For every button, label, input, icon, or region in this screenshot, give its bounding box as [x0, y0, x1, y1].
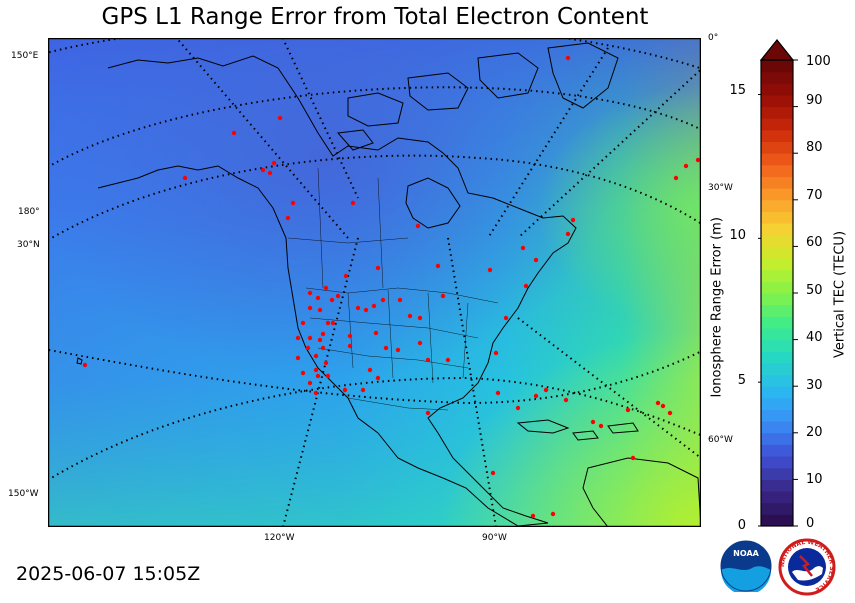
colorbar-band: [761, 409, 793, 422]
colorbar-band: [761, 118, 793, 131]
range-tick-15: 15: [729, 83, 746, 98]
label-180: 180°: [18, 207, 40, 217]
colorbar-band: [761, 269, 793, 282]
range-tick-5: 5: [737, 373, 746, 388]
colorbar-band: [761, 60, 793, 73]
colorbar-band: [761, 444, 793, 457]
colorbar-band: [761, 397, 793, 410]
colorbar-band: [761, 456, 793, 469]
noaa-logo: NOAA: [720, 540, 772, 592]
colorbar-band: [761, 432, 793, 445]
colorbar-band: [761, 386, 793, 399]
label-150e: 150°E: [11, 51, 39, 61]
tec-tick-30: 30: [806, 378, 823, 393]
range-axis-title: Ionosphere Range Error (m): [709, 217, 725, 398]
map-canvas: [47, 37, 702, 528]
colorbar-band: [761, 258, 793, 271]
svg-text:NOAA: NOAA: [733, 549, 759, 558]
admin-borders: [287, 167, 499, 411]
colorbar-band: [761, 421, 793, 434]
colorbar-band: [761, 514, 793, 527]
colorbar-band: [761, 153, 793, 166]
label-30n: 30°N: [17, 240, 40, 250]
label-90w: 90°W: [482, 533, 507, 543]
range-tick-10: 10: [729, 228, 746, 243]
colorbar-band: [761, 362, 793, 376]
colorbar-band: [761, 281, 793, 294]
colorbar-band: [761, 467, 793, 480]
tec-tick-100: 100: [806, 54, 831, 69]
label-120w: 120°W: [264, 533, 295, 543]
label-150w: 150°W: [8, 489, 39, 499]
colorbar-band: [761, 502, 793, 515]
colorbar-band: [761, 351, 793, 364]
coastlines: [76, 42, 701, 527]
nws-logo: NATIONAL WEATHER SERVICE: [778, 538, 836, 596]
colorbar-band: [761, 327, 793, 341]
colorbar-band: [761, 164, 793, 177]
colorbar-band: [761, 188, 793, 201]
tec-tick-90: 90: [806, 93, 823, 108]
range-tick-0: 0: [737, 518, 746, 533]
chart-title: GPS L1 Range Error from Total Electron C…: [101, 4, 649, 30]
tec-tick-50: 50: [806, 283, 823, 298]
colorbar-band: [761, 71, 793, 84]
colorbar-band: [761, 246, 793, 259]
colorbar-band: [761, 176, 793, 189]
graticule: [48, 38, 701, 527]
colorbar-band: [761, 293, 793, 306]
colorbar-band: [761, 479, 793, 492]
colorbar-band: [761, 199, 793, 212]
colorbar-band: [761, 106, 793, 119]
colorbar-band: [761, 94, 793, 108]
colorbar-band: [761, 129, 793, 143]
colorbar-band: [761, 491, 793, 504]
tec-tick-0: 0: [806, 516, 815, 531]
label-0: 0°: [708, 33, 719, 43]
valid-time: 2025-06-07 15:05Z: [16, 563, 201, 585]
tec-tick-10: 10: [806, 472, 823, 487]
colorbar-band: [761, 374, 793, 387]
colorbar: [758, 39, 798, 527]
colorbar-band: [761, 141, 793, 154]
tec-map: [47, 37, 702, 528]
station-markers: [82, 55, 701, 519]
label-30w: 30°W: [708, 183, 733, 193]
tec-tick-80: 80: [806, 140, 823, 155]
colorbar-extend-arrow: [759, 39, 795, 61]
colorbar-band: [761, 234, 793, 247]
tec-tick-20: 20: [806, 425, 823, 440]
colorbar-band: [761, 316, 793, 329]
colorbar-band: [761, 223, 793, 236]
colorbar-band: [761, 83, 793, 96]
tec-tick-60: 60: [806, 235, 823, 250]
colorbar-band: [761, 339, 793, 352]
colorbar-band: [761, 211, 793, 224]
tec-tick-40: 40: [806, 330, 823, 345]
tec-tick-70: 70: [806, 188, 823, 203]
label-60w: 60°W: [708, 435, 733, 445]
tec-axis-title: Vertical TEC (TECU): [832, 230, 848, 359]
colorbar-band: [761, 304, 793, 317]
